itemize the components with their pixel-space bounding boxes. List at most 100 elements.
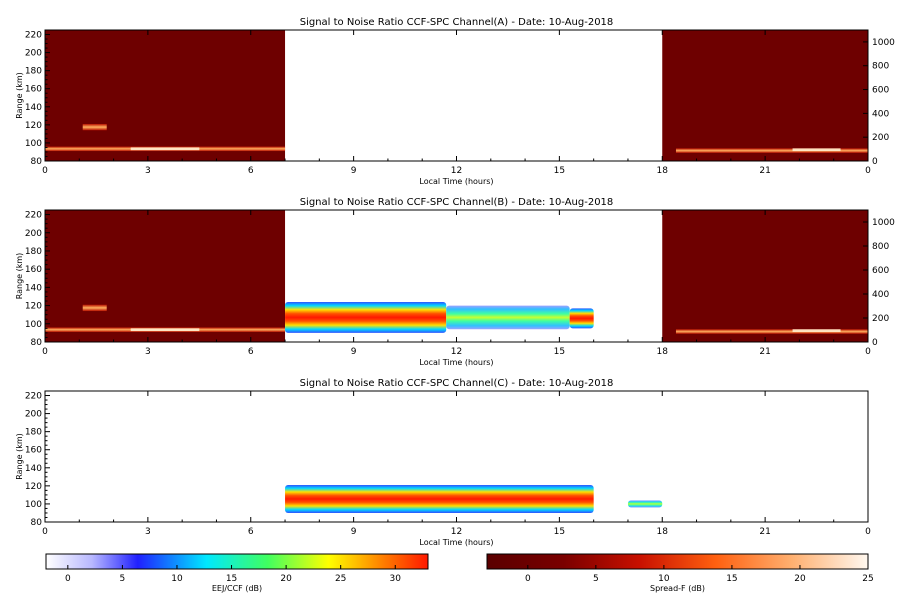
y-tick-label: 200 xyxy=(25,49,42,59)
y-tick-label: 140 xyxy=(25,103,42,113)
colorbar-tick-label: 5 xyxy=(120,574,126,584)
y-tick-label: 120 xyxy=(25,482,42,492)
snr-panel-2: Signal to Noise Ratio CCF-SPC Channel(B)… xyxy=(15,197,895,367)
eej-layer xyxy=(446,305,570,330)
colorbar-gradient xyxy=(45,553,429,570)
colorbar-tick-label: 25 xyxy=(862,574,873,584)
plot-area xyxy=(45,210,868,342)
plot-area xyxy=(285,484,663,513)
y-tick-label: 160 xyxy=(25,265,42,275)
colorbar-tick-label: 25 xyxy=(335,574,346,584)
x-tick-label: 6 xyxy=(248,166,254,176)
spread-f-layer xyxy=(130,328,200,332)
y-tick-label: 80 xyxy=(31,157,43,167)
x-tick-label: 0 xyxy=(42,527,48,537)
spread-f-layer xyxy=(82,123,107,131)
colorbar-tick-label: 5 xyxy=(593,574,599,584)
x-tick-label: 3 xyxy=(145,527,151,537)
y-tick-label: 80 xyxy=(31,338,43,348)
panel-title: Signal to Noise Ratio CCF-SPC Channel(C)… xyxy=(300,378,614,389)
colorbar-gradient xyxy=(486,553,869,570)
colorbar-tick-label: 0 xyxy=(525,574,531,584)
panel-title: Signal to Noise Ratio CCF-SPC Channel(B)… xyxy=(300,197,614,208)
x-tick-label: 0 xyxy=(42,166,48,176)
x-tick-label: 0 xyxy=(865,166,871,176)
y-tick-label: 180 xyxy=(25,247,42,257)
x-axis-label: Local Time (hours) xyxy=(419,538,493,547)
y-tick-label: 100 xyxy=(25,500,42,510)
x-tick-label: 15 xyxy=(554,347,565,357)
x-tick-label: 15 xyxy=(554,527,565,537)
x-tick-label: 9 xyxy=(351,347,357,357)
y-tick-label: 140 xyxy=(25,283,42,293)
y-tick-label: 220 xyxy=(25,392,42,402)
x-tick-label: 0 xyxy=(42,347,48,357)
right-tick-label: 800 xyxy=(872,62,889,72)
colorbar-2: 0 5 10 15 20 25 Spread-F (dB) xyxy=(486,553,874,593)
spread-f-layer xyxy=(82,304,107,312)
right-tick-label: 400 xyxy=(872,109,889,119)
plot-area xyxy=(45,30,868,161)
x-tick-label: 21 xyxy=(759,527,770,537)
right-tick-label: 200 xyxy=(872,314,889,324)
spread-f-layer xyxy=(792,148,841,152)
spread-f-layer xyxy=(675,329,868,334)
y-tick-label: 100 xyxy=(25,139,42,149)
y-tick-label: 200 xyxy=(25,229,42,239)
y-tick-label: 80 xyxy=(31,518,43,528)
x-tick-label: 3 xyxy=(145,166,151,176)
x-tick-label: 0 xyxy=(865,527,871,537)
x-tick-label: 9 xyxy=(351,527,357,537)
colorbar-tick-label: 20 xyxy=(280,574,292,584)
right-tick-label: 0 xyxy=(872,338,878,348)
spread-f-block xyxy=(45,30,286,161)
y-axis-label: Range (km) xyxy=(15,433,24,480)
y-tick-label: 160 xyxy=(25,446,42,456)
x-tick-label: 12 xyxy=(451,347,462,357)
colorbar-tick-label: 15 xyxy=(726,574,737,584)
y-tick-label: 120 xyxy=(25,302,42,312)
y-tick-label: 200 xyxy=(25,410,42,420)
x-tick-label: 6 xyxy=(248,527,254,537)
right-tick-label: 600 xyxy=(872,86,889,96)
x-tick-label: 0 xyxy=(865,347,871,357)
panel-title: Signal to Noise Ratio CCF-SPC Channel(A)… xyxy=(300,17,614,28)
spread-f-block xyxy=(662,30,868,161)
colorbar-tick-label: 10 xyxy=(658,574,670,584)
y-tick-label: 220 xyxy=(25,31,42,41)
eej-layer xyxy=(285,484,594,513)
colorbar-tick-label: 30 xyxy=(390,574,402,584)
colorbar-1: 0 5 10 15 20 25 30 EEJ/CCF (dB) xyxy=(45,553,429,593)
spread-f-layer xyxy=(792,329,841,332)
y-tick-label: 180 xyxy=(25,428,42,438)
x-tick-label: 18 xyxy=(657,166,669,176)
x-tick-label: 18 xyxy=(657,527,669,537)
snr-panel-1: Signal to Noise Ratio CCF-SPC Channel(A)… xyxy=(15,17,895,186)
y-tick-label: 160 xyxy=(25,85,42,95)
right-tick-label: 400 xyxy=(872,290,889,300)
y-tick-label: 180 xyxy=(25,67,42,77)
right-tick-label: 600 xyxy=(872,266,889,276)
spread-f-layer xyxy=(130,147,200,151)
x-tick-label: 12 xyxy=(451,527,462,537)
right-tick-label: 0 xyxy=(872,157,878,167)
eej-layer xyxy=(285,301,447,333)
eej-layer xyxy=(627,500,663,508)
y-tick-label: 120 xyxy=(25,121,42,131)
y-tick-label: 100 xyxy=(25,320,42,330)
spread-f-block xyxy=(45,210,286,342)
eej-layer xyxy=(569,308,594,329)
x-axis-label: Local Time (hours) xyxy=(419,358,493,367)
x-tick-label: 15 xyxy=(554,166,565,176)
spread-f-block xyxy=(662,210,868,342)
right-tick-label: 1000 xyxy=(872,218,895,228)
spread-f-layer xyxy=(675,148,868,153)
y-tick-label: 220 xyxy=(25,211,42,221)
colorbar-tick-label: 15 xyxy=(226,574,237,584)
y-tick-label: 140 xyxy=(25,464,42,474)
colorbar-label: Spread-F (dB) xyxy=(650,584,705,593)
snr-panel-3: Signal to Noise Ratio CCF-SPC Channel(C)… xyxy=(15,378,871,547)
x-tick-label: 21 xyxy=(759,166,770,176)
y-axis-label: Range (km) xyxy=(15,253,24,300)
